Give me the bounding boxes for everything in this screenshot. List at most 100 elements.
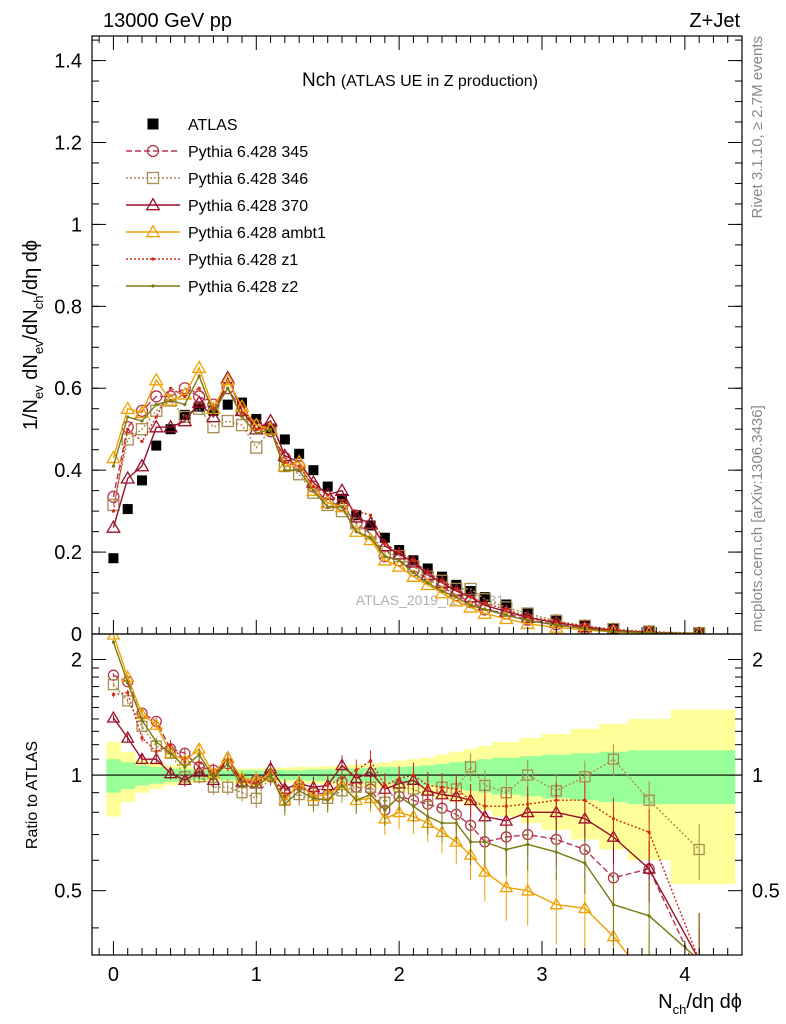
point-ambt1 [448,593,464,607]
point-p346 [178,410,192,424]
point-z2 [240,415,244,419]
point-z1 [368,513,373,517]
legend-label: Pythia 6.428 345 [188,144,308,161]
ratio-point-ambt1 [149,717,164,730]
point-z1 [426,570,430,575]
ytick-label: 0.2 [54,542,82,564]
series-line-p370 [112,376,700,634]
point-ambt1 [498,611,514,625]
ratio-point-p346 [579,771,591,783]
point-ambt1 [305,483,321,496]
ratio-ytick-label-right: 1 [752,765,763,787]
ytick-label: 1 [71,214,82,236]
ratio-point-z1 [426,783,430,787]
point-data [165,424,176,435]
ratio-point-z1 [526,802,530,806]
ratio-point-ambt1 [392,805,407,818]
point-ambt1 [405,569,421,582]
ratio-ytick-label-right: 2 [752,649,763,671]
point-ambt1 [191,360,207,374]
legend-marker [146,171,160,185]
ratio-series-z2 [111,640,700,955]
point-data [365,520,376,531]
point-z2 [468,603,473,607]
point-p346 [121,433,134,446]
ylabel-part-2: dN [20,354,42,385]
main-title-sub: (ATLAS UE in Z production) [341,73,538,90]
legend-label: Pythia 6.428 346 [188,171,308,188]
main-axes: 0 0.2 0.4 0.6 0.8 1 1.2 1.4 [54,36,742,646]
xtick-label: 0 [108,964,119,986]
ratio-point-z2 [140,718,144,722]
point-z1 [240,411,244,415]
ratio-point-z2 [111,640,116,644]
ytick-label: 0.4 [54,460,82,482]
ratio-point-p370 [163,766,178,779]
legend-entry-p370: Pythia 6.428 370 [126,197,308,215]
legend-entry-p345: Pythia 6.428 345 [126,144,308,161]
legend-label: Pythia 6.428 z1 [188,252,298,269]
ratio-point-p370 [106,710,121,723]
ratio-point-z2 [211,775,216,779]
xtick-label: 1 [251,964,262,986]
ratio-point-p370 [120,730,135,743]
ratio-point-ambt1 [549,897,564,910]
point-z2 [397,558,401,562]
point-z1 [483,601,487,605]
ratio-point-z1 [168,743,173,747]
ratio-point-ambt1 [499,880,514,893]
point-p370 [148,419,164,433]
ytick-label: 0.6 [54,378,82,400]
main-y-axis-label: 1/Nev dNev/dNch/dη dϕ [20,240,46,430]
ratio-series-p370 [106,710,701,955]
point-p370 [134,458,150,472]
point-ambt1 [334,499,350,513]
point-z1 [311,484,316,489]
main-title-name: Nch [302,70,336,91]
point-ambt1 [163,392,179,406]
ratio-point-p346 [222,781,234,793]
ratio-point-z1 [554,798,558,802]
legend-entry-data: ATLAS [147,117,238,134]
point-z2 [254,431,258,435]
point-z2 [154,403,158,407]
ratio-point-z1 [197,760,201,764]
ylabel-sub-2: ev [31,340,46,354]
ylabel-part-4: /dη dϕ [20,240,42,296]
ratio-point-p346 [607,753,620,765]
ytick-label: 1.4 [54,51,82,73]
point-ambt1 [120,401,136,415]
point-p370 [163,419,179,433]
point-z2 [326,505,330,509]
ratio-point-z2 [340,783,344,787]
ratio-point-z1 [583,798,587,802]
ratio-point-z1 [468,798,473,802]
point-z1 [454,587,458,591]
point-ambt1 [348,523,364,537]
point-z1 [254,427,258,431]
ratio-point-p370 [149,752,164,765]
ratio-point-ambt1 [577,901,592,914]
ratio-point-z1 [126,690,130,695]
ratio-point-z2 [240,783,244,787]
point-p346 [235,418,249,432]
point-p370 [334,483,350,496]
point-z1 [340,499,344,503]
header-right: Z+Jet [689,10,740,32]
point-z2 [504,613,508,617]
point-z1 [183,394,187,399]
point-z1 [440,579,444,583]
ratio-point-z2 [154,740,158,744]
point-data [294,448,305,459]
legend-marker [145,197,161,211]
ytick-label: 0 [71,624,82,646]
legend-marker [151,284,155,288]
point-data [151,440,162,451]
point-data [237,397,247,408]
ratio-point-z1 [647,830,651,834]
point-p370 [348,509,364,523]
ratio-point-z1 [368,759,373,763]
ratio-line-z2 [112,641,695,955]
ratio-series-layer [106,634,705,955]
ratio-ytick-label: 2 [71,649,82,671]
